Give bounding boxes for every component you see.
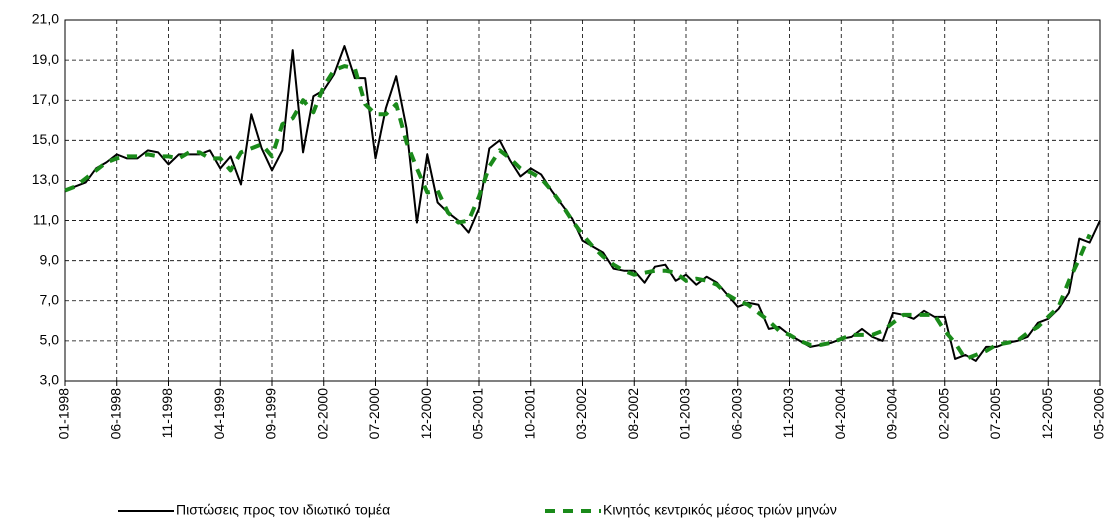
x-tick-label: 06-2003: [728, 388, 744, 440]
x-tick-label: 05-2001: [470, 388, 486, 440]
y-tick-label: 7,0: [40, 291, 60, 307]
y-tick-label: 17,0: [32, 91, 59, 107]
x-tick-label: 07-2005: [987, 388, 1003, 440]
y-tick-label: 15,0: [32, 131, 59, 147]
x-tick-label: 11-1998: [159, 388, 175, 439]
series-line: [64, 45, 1101, 362]
x-tick-label: 11-2003: [780, 388, 796, 439]
y-tick-label: 19,0: [32, 51, 59, 67]
x-tick-label: 02-2005: [935, 388, 951, 440]
x-tick-label: 04-1999: [211, 388, 227, 440]
x-tick-label: 09-1999: [263, 388, 279, 440]
x-tick-label: 06-1998: [107, 388, 123, 440]
x-tick-label: 03-2002: [573, 388, 589, 440]
x-tick-label: 01-1998: [56, 388, 72, 440]
y-tick-label: 3,0: [40, 372, 60, 388]
x-tick-label: 09-2004: [884, 388, 900, 440]
y-tick-label: 9,0: [40, 251, 60, 267]
x-tick-label: 12-2000: [418, 388, 434, 440]
x-tick-label: 12-2005: [1039, 388, 1055, 440]
x-tick-label: 02-2000: [314, 388, 330, 440]
x-tick-label: 01-2003: [677, 388, 693, 440]
series-line: [64, 64, 1092, 361]
legend-label: Κινητός κεντρικός μέσος τριών μηνών: [603, 502, 837, 518]
x-tick-label: 08-2002: [625, 388, 641, 440]
y-tick-label: 11,0: [33, 211, 59, 227]
y-tick-label: 13,0: [32, 171, 59, 187]
x-tick-label: 05-2006: [1091, 388, 1107, 440]
y-tick-label: 21,0: [32, 11, 59, 27]
plot-frame: [64, 19, 1101, 382]
x-tick-label: 10-2001: [521, 388, 537, 440]
x-tick-label: 04-2004: [832, 388, 848, 440]
legend-label: Πιστώσεις προς τον ιδιωτικό τομέα: [176, 502, 390, 518]
y-tick-label: 5,0: [40, 332, 60, 348]
x-tick-label: 07-2000: [366, 388, 382, 440]
